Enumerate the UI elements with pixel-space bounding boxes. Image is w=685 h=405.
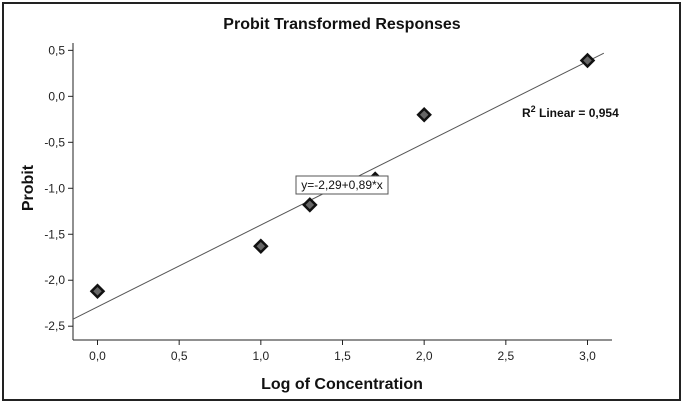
x-tick-label: 1,5 (334, 349, 351, 363)
chart-frame (2, 2, 681, 401)
x-tick-label: 0,0 (89, 349, 106, 363)
data-point (302, 197, 318, 213)
equation-label: y=-2,29+0,89*x (295, 175, 389, 195)
x-tick-label: 1,0 (252, 349, 269, 363)
x-tick-label: 2,0 (416, 349, 433, 363)
y-tick-label: 0,0 (48, 89, 65, 103)
y-tick-label: -0,5 (44, 135, 65, 149)
x-axis-label: Log of Concentration (261, 376, 423, 393)
x-tick-label: 2,5 (497, 349, 514, 363)
x-tick-label: 3,0 (579, 349, 596, 363)
data-point (416, 106, 432, 123)
data-point (89, 283, 106, 300)
r2-prefix: R (522, 106, 531, 120)
y-tick-label: -1,5 (44, 227, 65, 241)
equation-box (295, 175, 389, 195)
y-tick-label: -2,0 (44, 273, 65, 287)
r2-text: Linear = 0,954 (536, 106, 619, 120)
data-point (253, 238, 269, 254)
r2-annotation: R2 Linear = 0,954 (522, 104, 619, 120)
plot-area: 0,5 0,0 -0,5 -1,0 -1,5 -2,0 -2,5 0,0 0,5 1,0 1,5 2,… (44, 43, 612, 363)
y-tick-label: -1,0 (44, 181, 65, 195)
r2-superscript: 2 (531, 104, 536, 114)
equation-text: y=-2,29+0,89*x (301, 178, 382, 192)
data-point (579, 52, 596, 69)
x-tick-label: 0,5 (171, 349, 188, 363)
y-axis-label: Probit (20, 164, 37, 211)
chart-title: Probit Transformed Responses (223, 16, 460, 33)
y-tick-label: -2,5 (44, 319, 65, 333)
y-tick-label: 0,5 (48, 43, 65, 57)
